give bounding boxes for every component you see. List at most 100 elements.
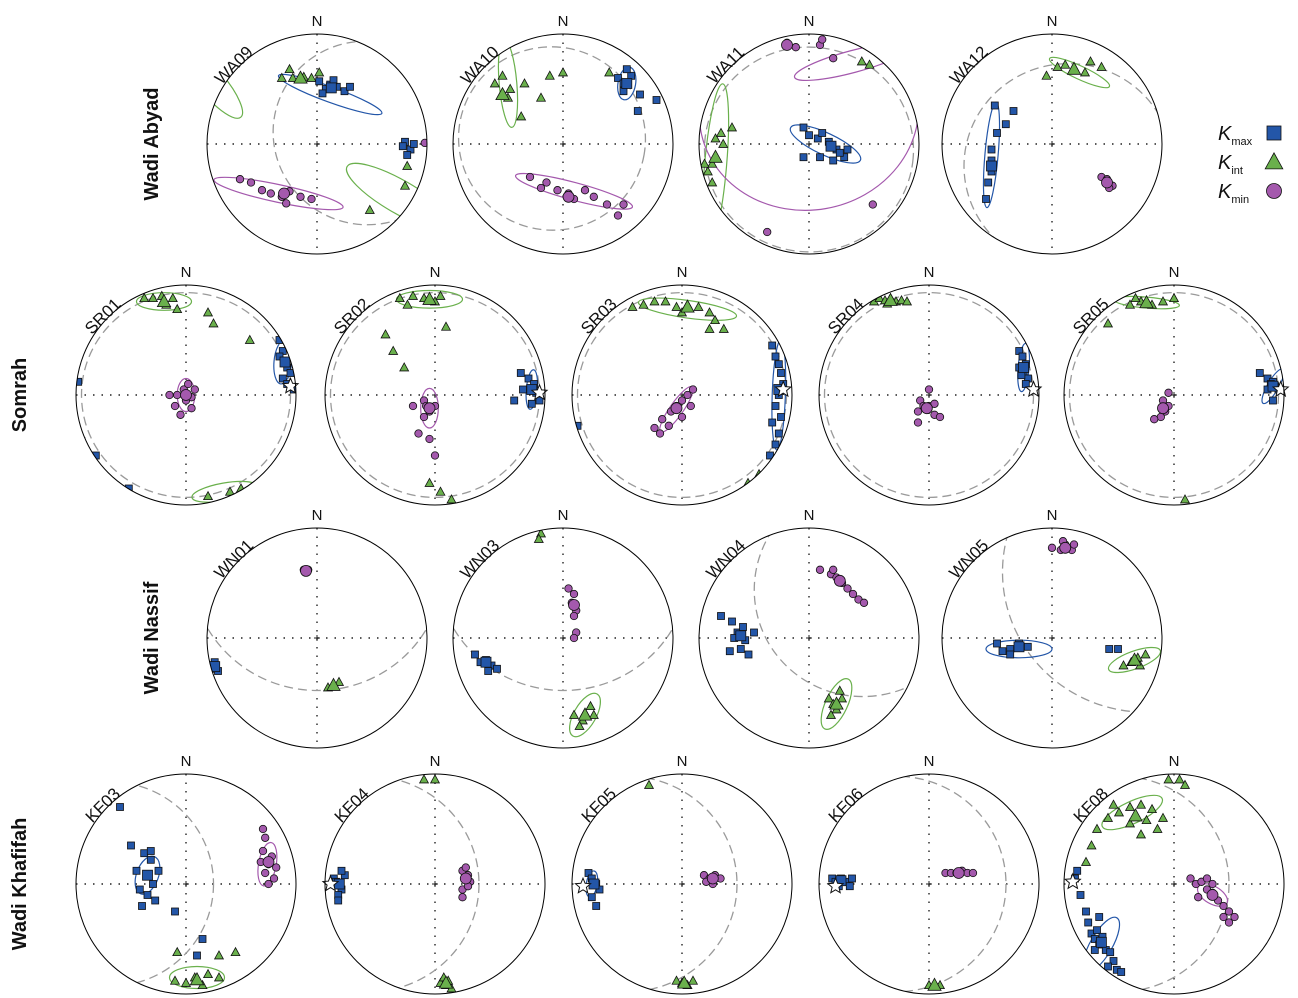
kint-point — [519, 78, 530, 88]
kint-mean — [680, 299, 695, 313]
stereonet-plot-area — [207, 528, 427, 748]
north-label: N — [558, 507, 569, 524]
stereonet-outline — [571, 284, 793, 506]
kint-point — [1102, 318, 1114, 328]
kmin-mean — [562, 190, 575, 203]
kint-confidence-ellipse — [168, 965, 226, 990]
kmax-point — [337, 866, 346, 875]
kint-point — [1163, 774, 1174, 784]
kmax-point — [725, 647, 734, 656]
kmin-point — [930, 399, 939, 408]
kmax-point — [151, 896, 160, 905]
kmax-point — [171, 907, 179, 916]
kmax-mean — [1018, 362, 1029, 373]
kmax-mean — [621, 78, 633, 89]
kmin-point — [1219, 912, 1228, 922]
stereonet-plot-area — [76, 774, 296, 994]
kmax-point — [1009, 107, 1018, 115]
stereonet-kf04: N KF04 — [321, 753, 546, 995]
kint-point — [147, 292, 159, 303]
kmax-point — [592, 902, 601, 910]
north-label: N — [558, 13, 569, 30]
reference-star — [826, 876, 845, 894]
kmin-point — [536, 183, 546, 193]
kmax-point — [777, 369, 785, 377]
kint-point — [139, 292, 150, 303]
kmin-point — [564, 584, 573, 593]
kmax-point — [848, 874, 856, 883]
kmin-point — [258, 846, 268, 856]
kint-point — [693, 301, 704, 311]
kmin-point — [176, 410, 185, 419]
stereonet-outline — [75, 773, 297, 995]
kmax-point — [813, 134, 822, 143]
kmin-point — [1194, 893, 1203, 902]
kint-point — [380, 329, 391, 339]
kint-point — [709, 314, 721, 325]
kmax-mean — [279, 356, 291, 368]
legend-label: Kmin — [1218, 181, 1249, 206]
kint-point — [1174, 774, 1185, 784]
kmax-point — [1023, 642, 1032, 651]
kint-point — [649, 296, 660, 306]
kint-point — [726, 122, 738, 132]
stereonet-plot-area — [819, 285, 1039, 505]
kint-point — [202, 490, 214, 501]
kmin-point — [261, 833, 270, 842]
north-label: N — [677, 264, 688, 281]
row-label: Wadi Khafifah — [9, 818, 31, 951]
kmax-point — [1106, 948, 1115, 957]
stereonet-outline — [941, 527, 1163, 749]
kmin-point — [913, 407, 923, 416]
legend-int-marker — [1264, 152, 1284, 170]
kmin-point — [246, 178, 256, 187]
kmax-mean — [142, 869, 153, 881]
kint-point — [901, 296, 913, 306]
kint-point — [1085, 56, 1096, 66]
reference-star — [281, 376, 300, 394]
kint-point — [896, 295, 907, 305]
kint-mean — [189, 972, 205, 986]
kint-confidence-ellipse — [1048, 56, 1111, 89]
kmax-point — [1114, 645, 1122, 653]
kmin-point — [569, 633, 579, 643]
kmin-point — [569, 589, 579, 599]
kint-point — [671, 975, 682, 985]
kint-mean — [1128, 808, 1143, 822]
kmin-point — [458, 893, 467, 902]
kmin-point — [981, 732, 991, 742]
kint-point — [704, 307, 715, 317]
kint-confidence-ellipse — [345, 162, 427, 231]
kmax-point — [334, 896, 343, 905]
kmax-mean — [1096, 936, 1107, 948]
kmax-point — [1095, 913, 1104, 921]
kmin-point — [569, 611, 579, 621]
kint-point — [1124, 818, 1136, 828]
north-label: N — [924, 264, 935, 281]
north-label: N — [430, 753, 441, 770]
kmin-point — [763, 227, 772, 237]
kint-point — [707, 177, 718, 187]
north-label: N — [1047, 13, 1058, 30]
site-label: WA12 — [946, 42, 992, 88]
kmin-point — [1208, 879, 1217, 889]
kint-point — [1041, 70, 1052, 80]
kmax-point — [140, 849, 149, 858]
kint-point — [314, 67, 325, 77]
kint-point — [399, 180, 411, 190]
kint-point — [627, 301, 638, 311]
kmin-point — [419, 412, 429, 422]
north-label: N — [804, 13, 815, 30]
kmax-point — [471, 650, 479, 659]
kmax-point — [143, 891, 152, 899]
kint-point — [715, 127, 727, 137]
kint-point — [1086, 840, 1097, 850]
kmin-point — [190, 385, 199, 394]
stereonet-plot-area — [207, 34, 427, 254]
kmax-point — [771, 402, 780, 410]
kint-point — [702, 166, 713, 176]
kmin-point — [791, 43, 800, 52]
kmin-point — [815, 565, 825, 574]
